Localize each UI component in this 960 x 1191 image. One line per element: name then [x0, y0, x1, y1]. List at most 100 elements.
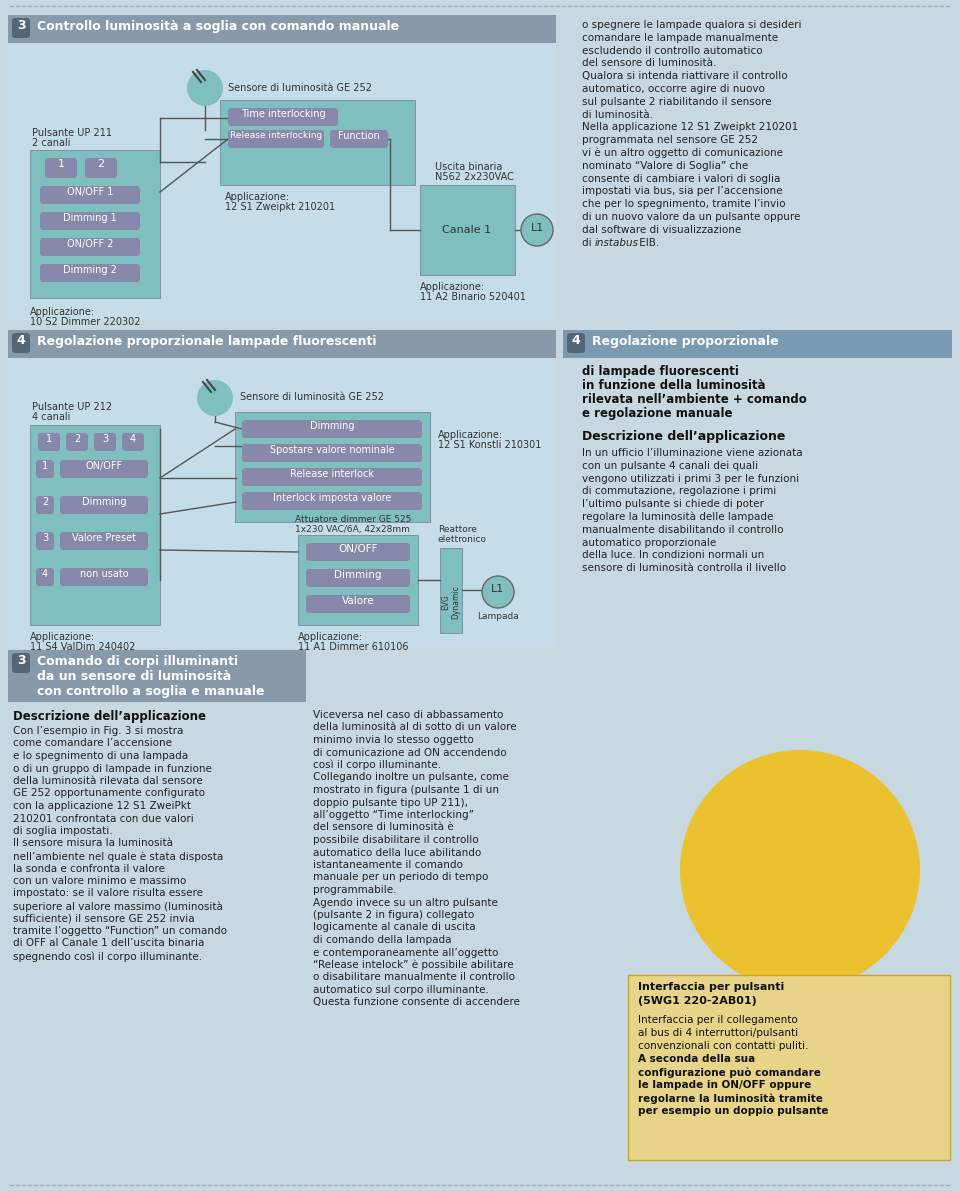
Text: Qualora si intenda riattivare il controllo: Qualora si intenda riattivare il control…	[582, 71, 787, 81]
FancyBboxPatch shape	[30, 425, 160, 625]
Text: con un valore minimo e massimo: con un valore minimo e massimo	[13, 877, 186, 886]
Text: Uscita binaria: Uscita binaria	[435, 162, 502, 172]
Text: ON/OFF 2: ON/OFF 2	[67, 239, 113, 249]
Text: 2 canali: 2 canali	[32, 138, 70, 148]
Text: non usato: non usato	[80, 569, 129, 579]
Text: vengono utilizzati i primi 3 per le funzioni: vengono utilizzati i primi 3 per le funz…	[582, 474, 799, 484]
Text: Dimming: Dimming	[82, 497, 127, 507]
FancyBboxPatch shape	[60, 460, 148, 478]
Text: “Release intelock” è possibile abilitare: “Release intelock” è possibile abilitare	[313, 960, 514, 971]
Text: la sonda e confronta il valore: la sonda e confronta il valore	[13, 863, 165, 873]
FancyBboxPatch shape	[220, 100, 415, 185]
Text: Release interlock: Release interlock	[290, 469, 374, 479]
Text: 12 S1 Konstli 210301: 12 S1 Konstli 210301	[438, 439, 541, 450]
Text: Dimming: Dimming	[310, 420, 354, 431]
Text: Applicazione:: Applicazione:	[225, 192, 290, 202]
FancyBboxPatch shape	[242, 468, 422, 486]
Text: di commutazione, regolazione i primi: di commutazione, regolazione i primi	[582, 486, 777, 497]
Text: 11 A1 Dimmer 610106: 11 A1 Dimmer 610106	[298, 642, 409, 651]
Text: superiore al valore massimo (luminosità: superiore al valore massimo (luminosità	[13, 902, 223, 911]
Text: e regolazione manuale: e regolazione manuale	[582, 407, 732, 420]
Text: manualmente disabilitando il controllo: manualmente disabilitando il controllo	[582, 525, 783, 535]
Text: 1: 1	[42, 461, 48, 470]
Text: regolarne la luminosità tramite: regolarne la luminosità tramite	[638, 1093, 823, 1104]
Text: logicamente al canale di uscita: logicamente al canale di uscita	[313, 923, 475, 933]
Text: della luce. In condizioni normali un: della luce. In condizioni normali un	[582, 550, 764, 561]
Text: 1: 1	[46, 434, 52, 444]
Text: programmabile.: programmabile.	[313, 885, 396, 894]
Text: in funzione della luminosità: in funzione della luminosità	[582, 379, 766, 392]
FancyBboxPatch shape	[12, 333, 30, 353]
Text: Con l’esempio in Fig. 3 si mostra: Con l’esempio in Fig. 3 si mostra	[13, 727, 183, 736]
Text: 4: 4	[16, 333, 25, 347]
Text: di soglia impostati.: di soglia impostati.	[13, 827, 112, 836]
FancyBboxPatch shape	[12, 653, 30, 673]
Text: manuale per un periodo di tempo: manuale per un periodo di tempo	[313, 873, 489, 883]
Text: regolare la luminosità delle lampade: regolare la luminosità delle lampade	[582, 512, 774, 523]
FancyBboxPatch shape	[66, 434, 88, 451]
Text: ON/OFF: ON/OFF	[85, 461, 123, 470]
Circle shape	[187, 70, 223, 106]
Text: consente di cambiare i valori di soglia: consente di cambiare i valori di soglia	[582, 174, 780, 183]
Text: o disabilitare manualmente il controllo: o disabilitare manualmente il controllo	[313, 973, 515, 983]
Text: le lampade in ON/OFF oppure: le lampade in ON/OFF oppure	[638, 1080, 811, 1090]
Text: Viceversa nel caso di abbassamento: Viceversa nel caso di abbassamento	[313, 710, 503, 721]
Text: 2: 2	[97, 160, 105, 169]
Text: Release interlocking: Release interlocking	[229, 131, 323, 141]
Text: al bus di 4 interruttori/pulsanti: al bus di 4 interruttori/pulsanti	[638, 1028, 798, 1039]
Text: A seconda della sua: A seconda della sua	[638, 1054, 756, 1064]
Text: escludendo il controllo automatico: escludendo il controllo automatico	[582, 45, 762, 56]
FancyBboxPatch shape	[628, 975, 950, 1160]
Text: 11 A2 Binario 520401: 11 A2 Binario 520401	[420, 292, 526, 303]
FancyBboxPatch shape	[40, 264, 140, 282]
Text: configurazione può comandare: configurazione può comandare	[638, 1067, 821, 1078]
Text: possibile disabilitare il controllo: possibile disabilitare il controllo	[313, 835, 479, 844]
FancyBboxPatch shape	[36, 532, 54, 550]
Text: automatico, occorre agire di nuovo: automatico, occorre agire di nuovo	[582, 85, 765, 94]
Text: mostrato in figura (pulsante 1 di un: mostrato in figura (pulsante 1 di un	[313, 785, 499, 796]
Text: di: di	[582, 237, 595, 248]
Text: nominato “Valore di Soglia” che: nominato “Valore di Soglia” che	[582, 161, 748, 170]
Text: sensore di luminosità controlla il livello: sensore di luminosità controlla il livel…	[582, 563, 786, 573]
Text: Dimming: Dimming	[334, 570, 382, 580]
Text: Il sensore misura la luminosità: Il sensore misura la luminosità	[13, 838, 173, 848]
Text: impostati via bus, sia per l’accensione: impostati via bus, sia per l’accensione	[582, 187, 782, 197]
FancyBboxPatch shape	[8, 650, 306, 701]
Text: 10 S2 Dimmer 220302: 10 S2 Dimmer 220302	[30, 317, 140, 328]
Text: 4: 4	[42, 569, 48, 579]
Text: programmata nel sensore GE 252: programmata nel sensore GE 252	[582, 136, 758, 145]
Text: e lo spegnimento di una lampada: e lo spegnimento di una lampada	[13, 752, 188, 761]
Text: così il corpo illuminante.: così il corpo illuminante.	[313, 760, 442, 771]
FancyBboxPatch shape	[440, 548, 462, 632]
Text: Applicazione:: Applicazione:	[298, 632, 363, 642]
FancyBboxPatch shape	[85, 158, 117, 177]
FancyBboxPatch shape	[60, 495, 148, 515]
Text: di un nuovo valore da un pulsante oppure: di un nuovo valore da un pulsante oppure	[582, 212, 801, 222]
Text: della luminosità al di sotto di un valore: della luminosità al di sotto di un valor…	[313, 723, 516, 732]
Text: Agendo invece su un altro pulsante: Agendo invece su un altro pulsante	[313, 898, 498, 908]
Text: del sensore di luminosità.: del sensore di luminosità.	[582, 58, 716, 68]
FancyBboxPatch shape	[420, 185, 515, 275]
Text: instabus: instabus	[594, 237, 638, 248]
Text: 1x230 VAC/6A, 42x28mm: 1x230 VAC/6A, 42x28mm	[295, 525, 410, 534]
Text: 12 S1 Zweipkt 210201: 12 S1 Zweipkt 210201	[225, 202, 335, 212]
Text: Reattore: Reattore	[438, 525, 477, 534]
Text: Descrizione dell’applicazione: Descrizione dell’applicazione	[582, 430, 785, 443]
Text: automatico proporzionale: automatico proporzionale	[582, 537, 716, 548]
Text: tramite l’oggetto “Function” un comando: tramite l’oggetto “Function” un comando	[13, 925, 227, 936]
Text: nell’ambiente nel quale è stata disposta: nell’ambiente nel quale è stata disposta	[13, 852, 224, 861]
Text: Pulsante UP 212: Pulsante UP 212	[32, 403, 112, 412]
Text: Spostare valore nominale: Spostare valore nominale	[270, 445, 395, 455]
Text: 4: 4	[130, 434, 136, 444]
Text: vi è un altro oggetto di comunicazione: vi è un altro oggetto di comunicazione	[582, 148, 783, 158]
Circle shape	[680, 750, 920, 990]
FancyBboxPatch shape	[36, 460, 54, 478]
Text: di lampade fluorescenti: di lampade fluorescenti	[582, 364, 739, 378]
FancyBboxPatch shape	[242, 444, 422, 462]
Text: Interlock imposta valore: Interlock imposta valore	[273, 493, 391, 503]
Text: doppio pulsante tipo UP 211),: doppio pulsante tipo UP 211),	[313, 798, 468, 807]
Text: L1: L1	[492, 584, 505, 594]
FancyBboxPatch shape	[228, 108, 338, 126]
Text: Attuatore dimmer GE 525: Attuatore dimmer GE 525	[295, 515, 412, 524]
Text: Controllo luminosità a soglia con comando manuale: Controllo luminosità a soglia con comand…	[37, 20, 399, 33]
